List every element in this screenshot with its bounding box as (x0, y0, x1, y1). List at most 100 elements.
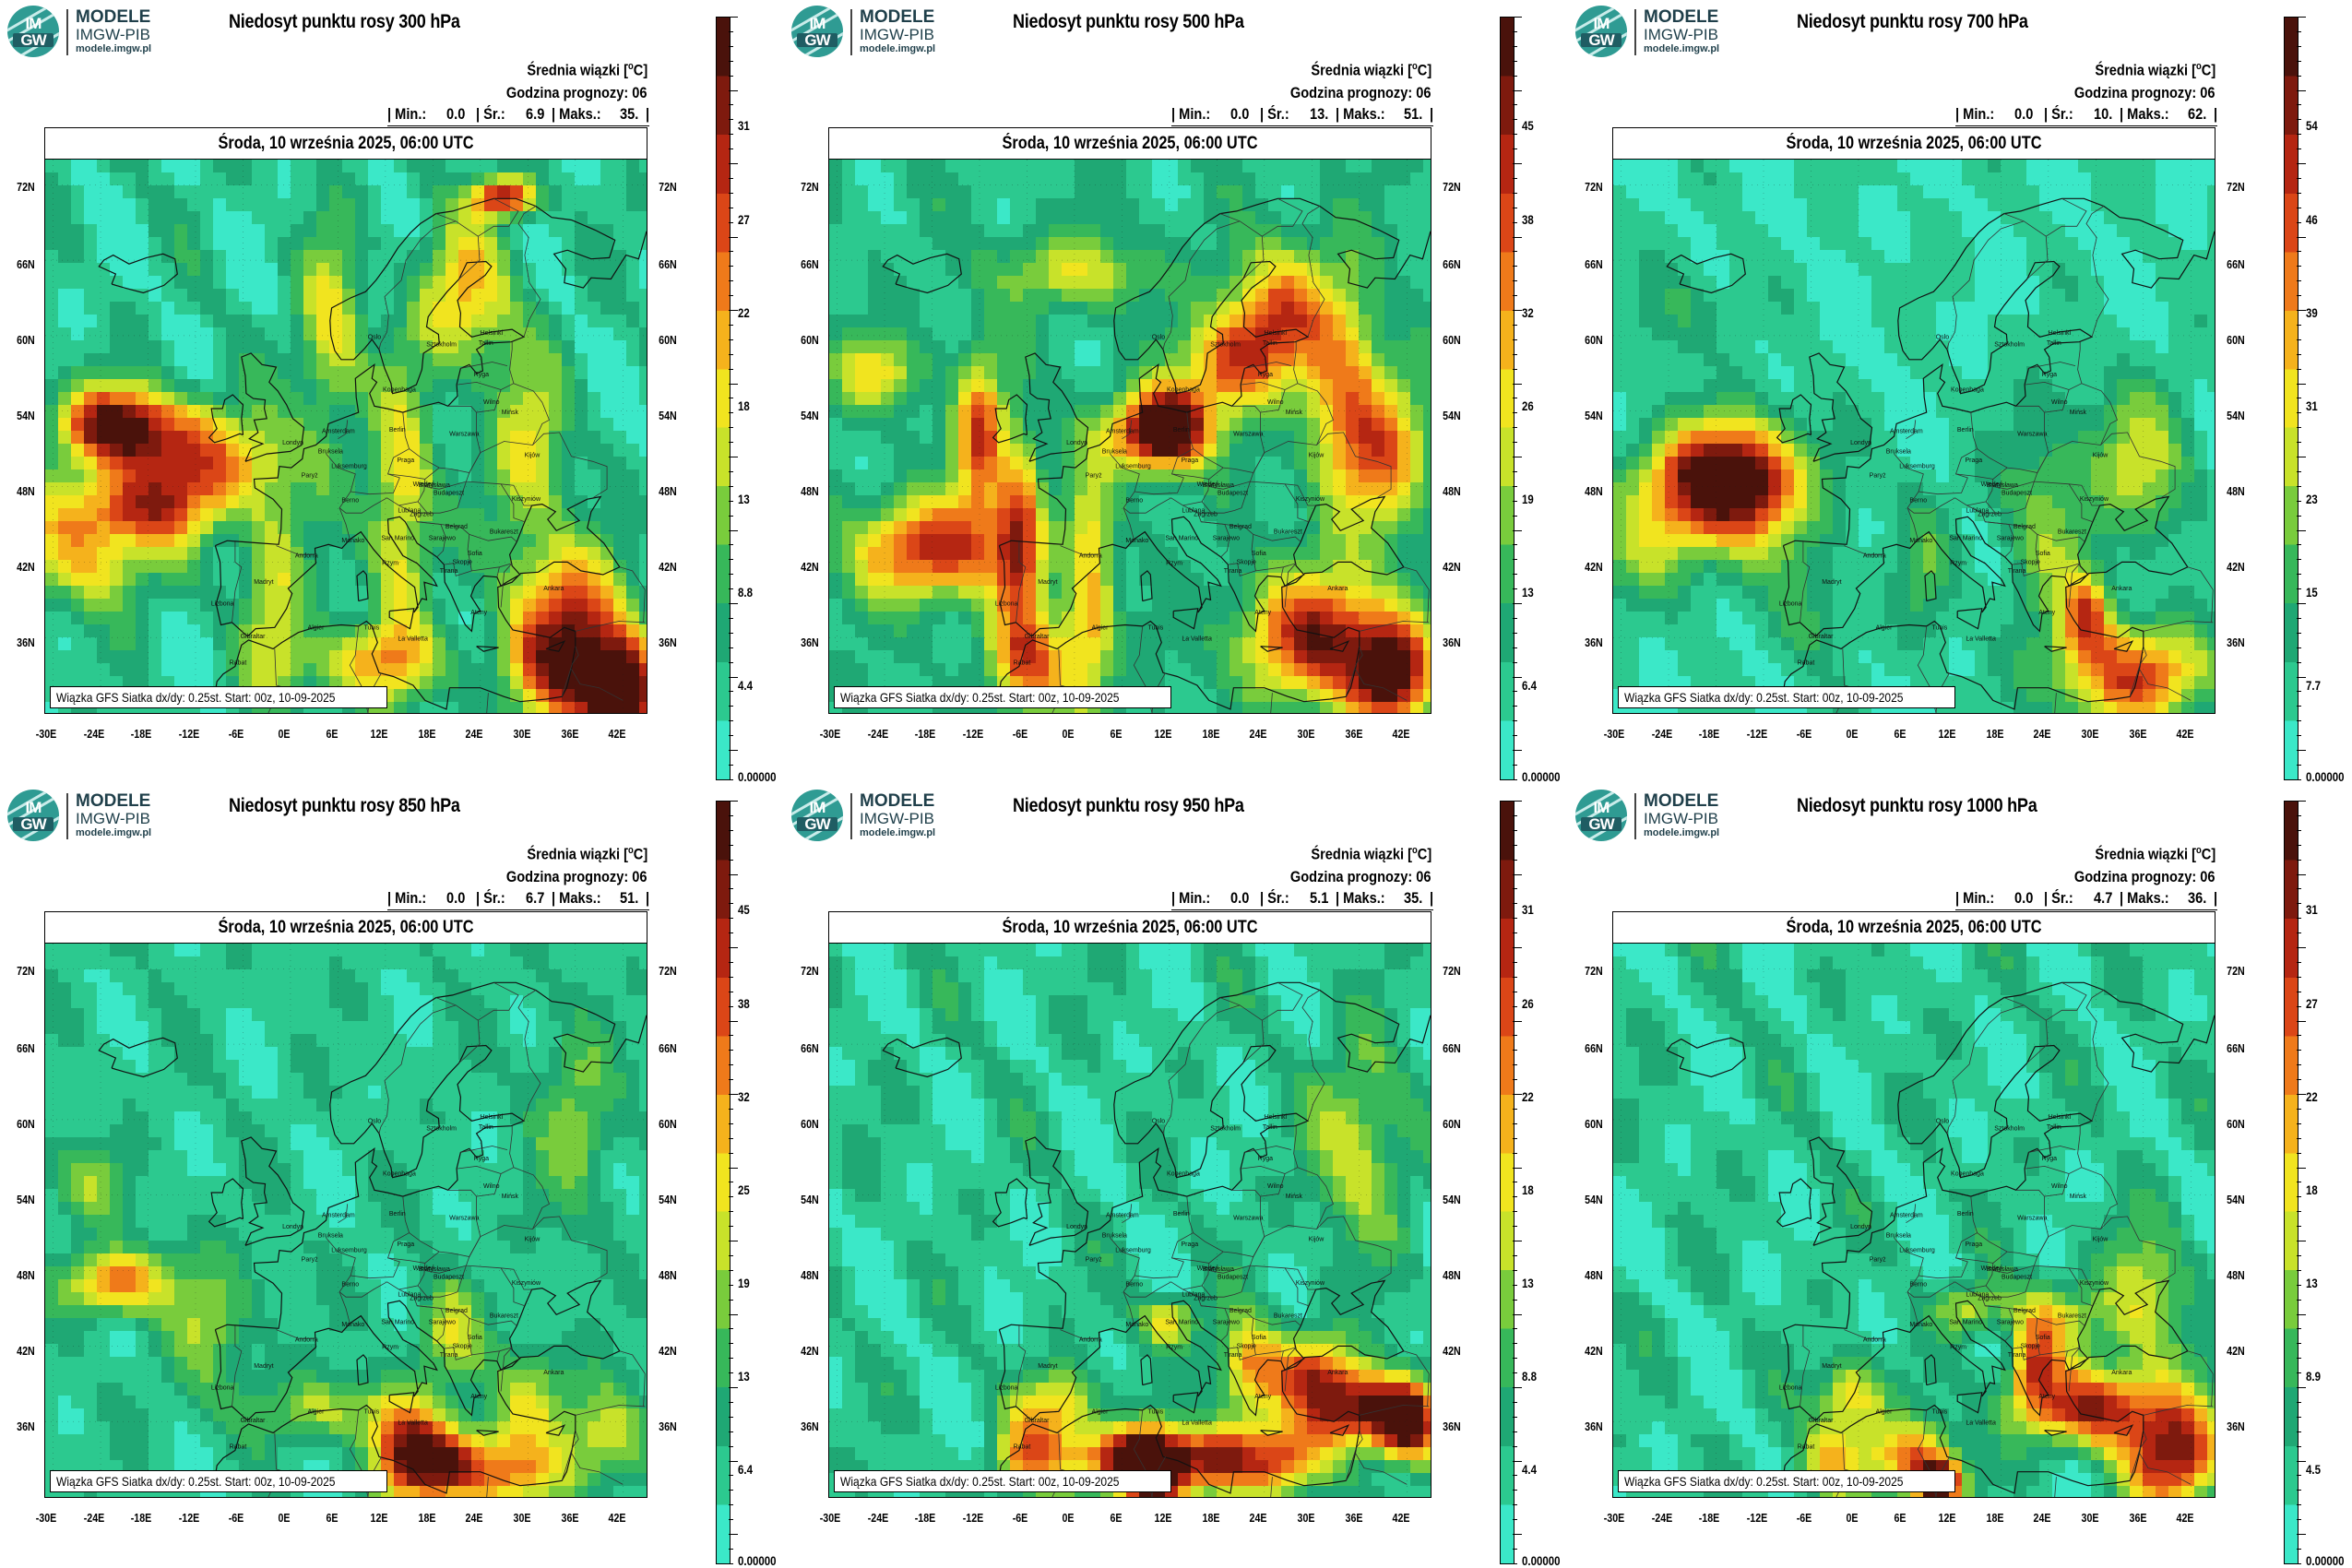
city-label: Monako (1909, 1322, 1932, 1328)
city-label: Zagrzeb (1978, 512, 2002, 518)
city-label: Praga (1965, 457, 1982, 464)
colorbar-label: 13 (738, 1369, 750, 1384)
colorbar-tick (1513, 353, 1517, 355)
city-label: Rzym (1166, 561, 1182, 567)
run-info: Wiązka GFS Siatka dx/dy: 0.25st. Start: … (50, 1470, 387, 1492)
city-label: Ankara (1327, 586, 1348, 592)
coastlines (1666, 981, 2215, 1494)
colorbar-tick (1513, 574, 1517, 576)
lat-label-left: 72N (801, 180, 819, 194)
city-label: Andorra (1079, 1337, 1102, 1344)
colorbar-tick (2297, 750, 2306, 751)
colorbar-tick (2297, 1504, 2301, 1506)
forecast-panel-0: IM GW MODELE IMGW-PIB modele.imgw.pl Nie… (0, 0, 784, 784)
lon-label: -12E (1746, 727, 1768, 741)
city-label: Helsinki (2049, 1114, 2072, 1121)
stats-min: 0.0 (1230, 105, 1250, 123)
stats-row: | Min.: 0.0 | Śr.: 10. | Maks.: 62. | (1955, 105, 2217, 126)
valid-date: Środa, 10 września 2025, 06:00 UTC (218, 918, 474, 937)
city-label: Algier (1092, 624, 1110, 631)
colorbar-tick (729, 1050, 733, 1051)
colorbar-tick (2297, 1490, 2301, 1491)
logo-badge-bottom: GW (1581, 32, 1621, 48)
valid-date: Środa, 10 września 2025, 06:00 UTC (1786, 134, 2042, 153)
colorbar-tick (2297, 1005, 2301, 1007)
city-label: Kijów (525, 452, 541, 458)
colorbar-tick (1513, 1490, 1517, 1491)
city-label: Warszawa (2017, 1215, 2048, 1221)
city-label: Wilno (2051, 1183, 2068, 1190)
colorbar-label: 7.7 (2306, 678, 2321, 693)
lat-label-left: 36N (801, 1420, 819, 1433)
colorbar-label: 19 (738, 1276, 750, 1290)
lat-label-right: 60N (659, 1117, 677, 1131)
colorbar-tick (2297, 1313, 2306, 1315)
city-label: La Valletta (1966, 636, 1996, 643)
lon-label: 36E (2129, 727, 2147, 741)
lon-label: 30E (513, 1511, 531, 1525)
colorbar-tick (729, 1519, 733, 1521)
imgw-logo: IM GW MODELE IMGW-PIB modele.imgw.pl (1575, 790, 1732, 845)
city-label: Amsterdam (322, 429, 355, 435)
stats-mean-label: | Śr.: (1260, 889, 1289, 907)
city-label: Ateny (1254, 1394, 1271, 1400)
city-label: Madryt (1038, 579, 1057, 586)
lon-label: 30E (1297, 1511, 1315, 1525)
city-label: Tunis (1931, 624, 1947, 631)
lon-label: -6E (1797, 1511, 1812, 1525)
stats-min-label: | Min.: (387, 889, 427, 907)
stats-mean: 6.7 (526, 889, 545, 907)
logo-url: modele.imgw.pl (1644, 827, 1720, 838)
lat-label-left: 72N (1585, 964, 1603, 978)
colorbar-tick (729, 764, 733, 766)
stats-mean-label: | Śr.: (2044, 105, 2073, 123)
city-label: Londyn (282, 440, 303, 446)
run-info: Wiązka GFS Siatka dx/dy: 0.25st. Start: … (834, 686, 1171, 708)
city-label: Ryga (474, 1156, 489, 1162)
lon-label: 42E (608, 727, 626, 741)
colorbar-tick (729, 1387, 738, 1388)
colorbar-tick (729, 1123, 733, 1124)
colorbar-tick (1513, 1475, 1517, 1477)
colorbar-tick (1513, 339, 1517, 340)
colorbar-tick (2297, 1401, 2301, 1403)
city-label: Budapeszt (434, 490, 464, 496)
city-label: Oslo (368, 334, 382, 340)
lon-label: 18E (418, 727, 436, 741)
city-label: Ateny (2038, 610, 2055, 616)
coastlines (98, 197, 647, 710)
city-label: Paryż (1870, 1256, 1886, 1263)
colorbar-tick (729, 1548, 733, 1550)
stats-max: 35. (1404, 889, 1423, 907)
colorbar-tick (1513, 1328, 1517, 1330)
colorbar-tick (1513, 177, 1517, 179)
colorbar-label: 32 (1522, 305, 1534, 320)
city-label: Luksemburg (1115, 1248, 1151, 1254)
lat-label-left: 36N (801, 636, 819, 649)
colorbar-tick (2297, 45, 2301, 47)
colorbar-tick (2297, 801, 2306, 802)
colorbar-tick (2297, 1431, 2301, 1432)
city-label: Madryt (1038, 1363, 1057, 1370)
lon-label: -24E (1651, 727, 1672, 741)
city-label: Amsterdam (1106, 1213, 1139, 1219)
colorbar-tick (2297, 1562, 2301, 1564)
mean-label: Średnia wiązki [oC] (527, 61, 647, 79)
colorbar-tick (729, 192, 733, 194)
lon-label: 30E (2081, 727, 2099, 741)
stats-mean: 13. (1310, 105, 1329, 123)
city-label: Wilno (1267, 1183, 1284, 1190)
colorbar-tick (1513, 442, 1517, 444)
city-label: Oslo (1936, 1118, 1950, 1124)
colorbar-tick (1513, 873, 1522, 875)
colorbar-tick (2297, 778, 2301, 780)
city-label: Sarajewo (1997, 1319, 2024, 1325)
colorbar-tick (1513, 89, 1522, 91)
map-field: Oslo Sztokholm Helsinki Tallin Ryga Kopenhaga… (1612, 159, 2215, 714)
colorbar-tick (729, 932, 733, 934)
lon-label: 18E (418, 1511, 436, 1525)
city-label: Sarajewo (1997, 535, 2024, 541)
city-label: Tunis (1147, 624, 1163, 631)
city-label: Wiedeń (1197, 1265, 1219, 1272)
stats-min: 0.0 (446, 889, 466, 907)
